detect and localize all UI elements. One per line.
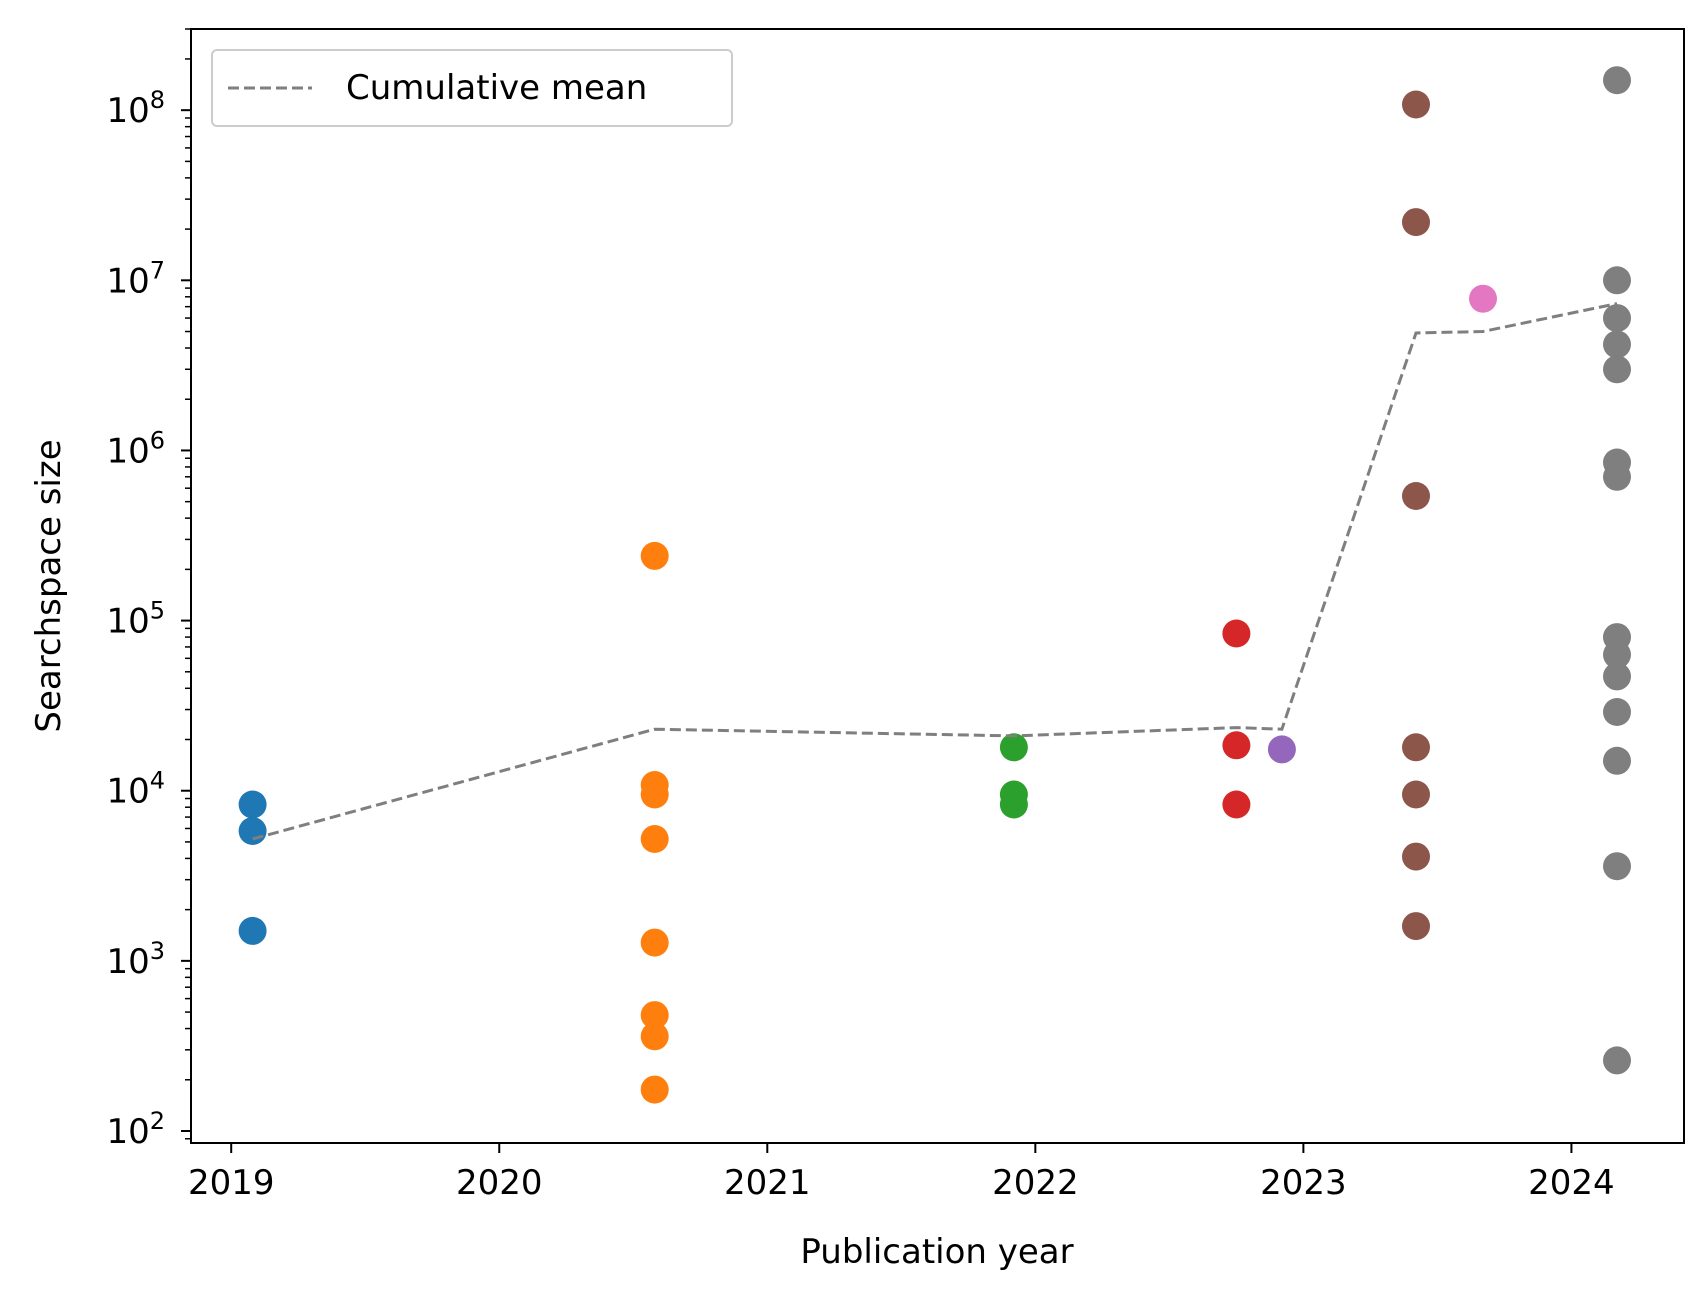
x-tick-label: 2020 [456,1163,543,1203]
plot-marks [238,66,1631,1104]
legend-box [211,49,733,127]
scatter-point [238,817,267,845]
y-tick-label: 108 [106,86,165,131]
scatter-point [1603,266,1631,295]
x-axis-label: Publication year [800,1232,1073,1272]
scatter-point [999,733,1028,762]
scatter-point [1402,208,1430,237]
scatter-point [1402,780,1430,809]
scatter-point [1603,304,1631,333]
scatter-point [1603,852,1631,881]
scatter-point [1469,284,1497,313]
x-tick-label: 2022 [992,1163,1079,1203]
y-tick-label: 104 [106,767,165,812]
legend: Cumulative mean [211,49,733,127]
y-tick-label: 103 [106,937,165,982]
scatter-point [999,790,1028,819]
y-tick-label: 102 [106,1107,165,1152]
scatter-point [640,825,669,853]
x-axis-ticks: 2019 2020 2021 2022 2023 2024 [188,1143,1615,1203]
x-tick-label: 2021 [724,1163,811,1203]
scatter-point [1603,462,1631,491]
x-tick-label: 2019 [188,1163,275,1203]
scatter-point [238,916,267,945]
y-tick-label: 106 [106,426,165,471]
scatter-point [640,780,669,809]
scatter-point [640,928,669,957]
scatter-point [640,1001,669,1030]
scatter-point [1267,735,1296,764]
scatter-point [1603,662,1631,691]
scatter-point [1402,842,1430,871]
plot-frame [190,28,1685,1144]
y-tick-label: 105 [106,597,165,642]
scatter-point [1603,355,1631,384]
scatter-point [1603,66,1631,95]
scatter-point [1603,330,1631,359]
scatter-point [1222,619,1251,648]
y-axis-label: Searchspace size [29,439,69,732]
scatter-point [640,1022,669,1051]
x-tick-label: 2024 [1528,1163,1615,1203]
scatter-point [640,1075,669,1104]
scatter-point [238,790,267,819]
scatter-point [1402,733,1430,762]
scatter-point [1603,698,1631,726]
scatter-point [640,541,669,570]
scatter-point [1603,640,1631,669]
x-tick-label: 2023 [1260,1163,1347,1203]
scatter-point [1402,912,1430,941]
scatter-point [1222,790,1251,819]
scatter-point [1402,90,1430,119]
y-tick-label: 107 [106,256,165,301]
scatter-point [1222,731,1251,760]
scatter-point [1603,746,1631,775]
scatter-point [1603,1046,1631,1075]
scatter-point [1402,482,1430,510]
y-axis-ticks: 102 103 104 105 106 107 108 [106,28,191,1152]
legend-label-cumulative-mean: Cumulative mean [346,68,647,108]
